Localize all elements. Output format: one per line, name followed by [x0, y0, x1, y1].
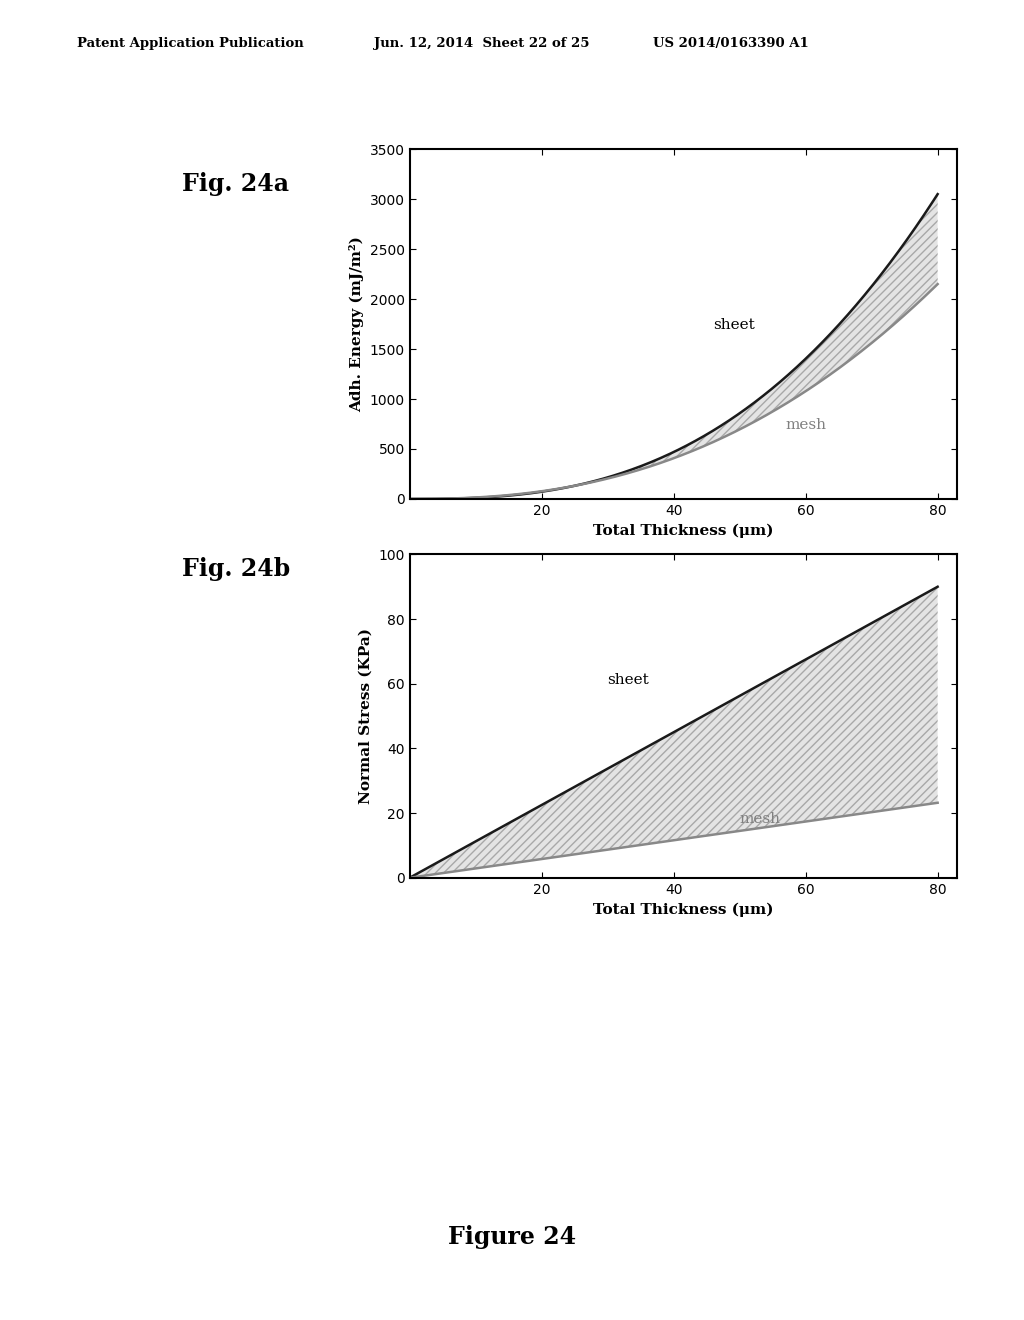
Text: Fig. 24a: Fig. 24a [182, 172, 289, 195]
Text: sheet: sheet [607, 673, 649, 686]
Text: Patent Application Publication: Patent Application Publication [77, 37, 303, 50]
Text: Figure 24: Figure 24 [447, 1225, 577, 1249]
X-axis label: Total Thickness (μm): Total Thickness (μm) [593, 523, 774, 537]
X-axis label: Total Thickness (μm): Total Thickness (μm) [593, 902, 774, 916]
Text: mesh: mesh [785, 418, 826, 432]
Text: sheet: sheet [714, 318, 755, 333]
Y-axis label: Adh. Energy (mJ/m²): Adh. Energy (mJ/m²) [349, 236, 365, 412]
Text: mesh: mesh [739, 812, 780, 826]
Text: Fig. 24b: Fig. 24b [182, 557, 291, 581]
Y-axis label: Normal Stress (KPa): Normal Stress (KPa) [358, 628, 373, 804]
Text: US 2014/0163390 A1: US 2014/0163390 A1 [653, 37, 809, 50]
Text: Jun. 12, 2014  Sheet 22 of 25: Jun. 12, 2014 Sheet 22 of 25 [374, 37, 589, 50]
